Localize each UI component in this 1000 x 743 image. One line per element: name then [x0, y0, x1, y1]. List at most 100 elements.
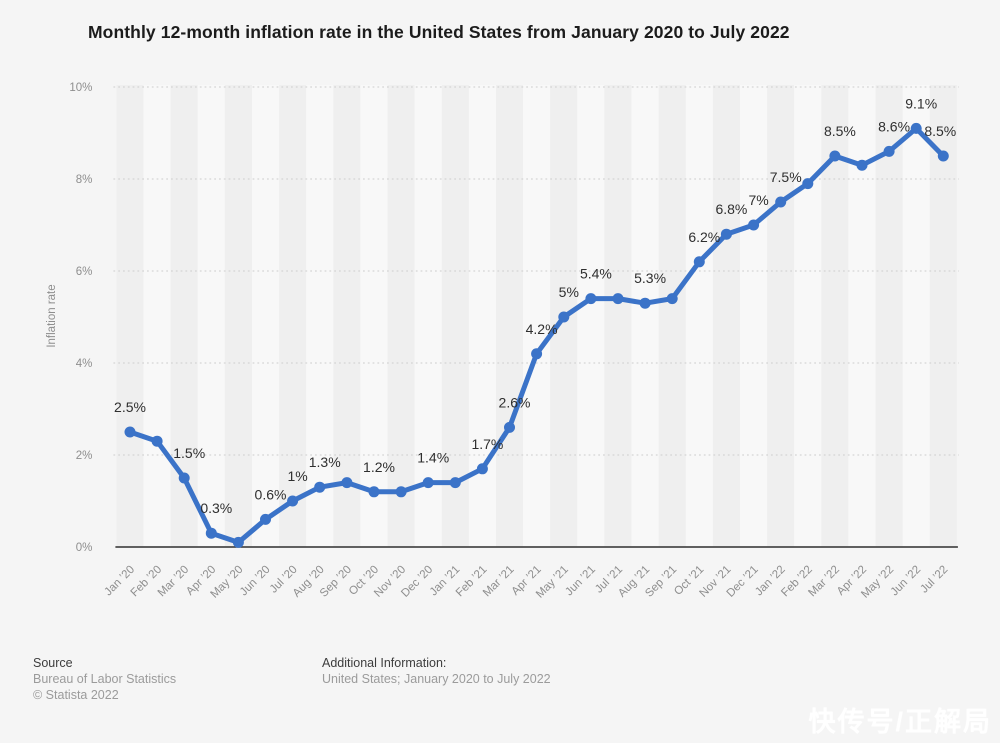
y-axis-title: Inflation rate [46, 284, 58, 347]
x-tick-label: Oct ’20 [347, 564, 381, 598]
x-tick-label: Mar ’20 [156, 564, 192, 600]
data-point [287, 495, 299, 507]
data-point [585, 293, 597, 305]
x-tick-label: Jan ’22 [753, 564, 788, 599]
additional-info-text: United States; January 2020 to July 2022 [322, 672, 551, 686]
y-tick-label: 10% [69, 82, 92, 94]
data-point [368, 486, 380, 498]
x-tick-label: Jul ’21 [593, 564, 625, 596]
x-tick-label: May ’20 [209, 564, 246, 601]
data-point [178, 472, 190, 484]
data-point [829, 150, 841, 162]
plot-bands [116, 85, 957, 547]
x-tick-label: Jun ’20 [238, 564, 273, 599]
data-label: 1.2% [363, 459, 395, 475]
data-points [124, 122, 949, 548]
data-label: 0.3% [200, 500, 232, 516]
data-label: 1.4% [417, 450, 449, 466]
data-point [802, 178, 814, 190]
x-tick-label: Jul ’20 [268, 564, 300, 596]
x-tick-label: Nov ’20 [372, 564, 408, 600]
x-tick-label: Oct ’21 [672, 564, 706, 598]
y-axis-ticks: 0% 2% 4% 6% 8% 10% [69, 82, 92, 554]
y-tick-label: 0% [76, 542, 93, 554]
data-point [449, 477, 461, 489]
data-label: 1.7% [471, 436, 503, 452]
copyright-notice: © Statista 2022 [33, 687, 119, 702]
x-tick-label: Apr ’21 [509, 564, 543, 598]
x-tick-label: Feb ’21 [454, 564, 490, 600]
data-label: 6.2% [688, 229, 720, 245]
data-label: 0.6% [255, 486, 287, 502]
data-point [748, 219, 760, 231]
x-tick-label: Jan ’21 [428, 564, 463, 599]
chart-title: Monthly 12-month inflation rate in the U… [88, 22, 790, 42]
data-point [341, 477, 353, 489]
data-point [910, 122, 922, 134]
data-point [775, 196, 787, 208]
data-point [558, 311, 570, 323]
x-tick-label: Sep ’21 [643, 564, 679, 600]
data-point [937, 150, 949, 162]
x-tick-label: Mar ’22 [806, 564, 842, 600]
data-point [124, 426, 136, 438]
y-tick-label: 6% [76, 266, 93, 278]
x-tick-label: May ’22 [859, 564, 896, 601]
data-label: 5% [559, 284, 579, 300]
x-tick-label: Jan ’20 [102, 564, 137, 599]
y-tick-label: 2% [76, 450, 93, 462]
source-name: Bureau of Labor Statistics [33, 672, 177, 686]
data-label: 1.3% [309, 454, 341, 470]
data-point [260, 513, 271, 525]
gridlines [113, 86, 959, 456]
x-tick-label: Jun ’21 [563, 564, 598, 599]
data-label: 4.2% [526, 321, 558, 337]
x-tick-label: Mar ’21 [481, 564, 517, 600]
data-label: 8.6% [878, 118, 910, 134]
data-point [504, 421, 515, 433]
x-tick-label: Feb ’22 [779, 564, 815, 600]
x-tick-label: Sep ’20 [318, 564, 354, 600]
data-point [205, 527, 217, 539]
data-label: 5.3% [634, 270, 666, 286]
data-point [476, 463, 488, 475]
data-label: 2.6% [499, 394, 531, 410]
data-point [693, 256, 705, 268]
data-label: 7.5% [770, 169, 802, 185]
x-tick-label: Apr ’20 [184, 564, 218, 598]
data-point [314, 481, 326, 493]
data-point [151, 435, 163, 447]
data-point [422, 477, 434, 489]
x-tick-label: Aug ’20 [291, 564, 327, 600]
data-labels: 2.5% 1.5% 0.3% 0.6%1%1.3% 1.2% 1.4% 1.7% 2.6% 4.… [114, 95, 956, 516]
x-tick-label: Nov ’21 [697, 564, 733, 600]
data-label: 5.4% [580, 266, 612, 282]
x-tick-label: Dec ’21 [725, 564, 761, 600]
data-label: 1.5% [173, 445, 205, 461]
additional-info-label: Additional Information: [322, 656, 447, 670]
y-tick-label: 4% [76, 358, 93, 370]
data-label: 8.5% [824, 123, 856, 139]
data-point [395, 486, 407, 498]
data-label: 7% [748, 192, 768, 208]
data-label: 9.1% [905, 95, 937, 111]
data-point [856, 159, 868, 171]
data-point [612, 293, 624, 305]
x-tick-label: May ’21 [534, 564, 571, 601]
data-label: 6.8% [715, 201, 747, 217]
x-tick-label: Jun ’22 [889, 564, 924, 599]
data-point [639, 297, 651, 309]
data-label: 2.5% [114, 399, 146, 415]
x-tick-label: Jul ’22 [918, 564, 950, 596]
data-label: 8.5% [924, 123, 956, 139]
data-point [883, 145, 895, 157]
x-tick-label: Feb ’20 [129, 564, 165, 600]
watermark-text: 快传号/正解局 [808, 707, 992, 737]
data-point [531, 348, 543, 360]
y-tick-label: 8% [76, 174, 93, 186]
x-tick-label: Aug ’21 [616, 564, 652, 600]
additional-info-block: Additional Information: United States; J… [322, 655, 551, 688]
